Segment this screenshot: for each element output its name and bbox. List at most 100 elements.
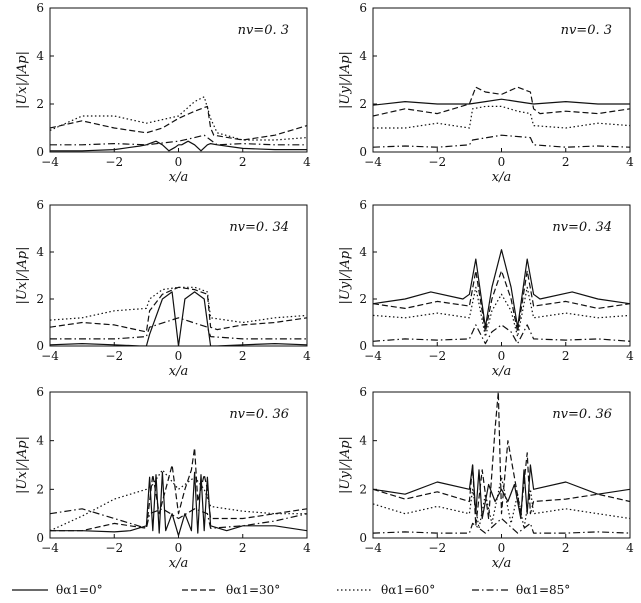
x-tick-label: −4 [364,349,382,363]
x-axis-label: x/a [492,556,511,571]
y-tick-label: 0 [36,531,44,545]
y-axis-label: |Uy|/|Ap| [338,436,353,494]
series-line-third [373,476,630,529]
x-tick-label: 2 [239,541,247,555]
series-line-fourth [373,517,630,534]
series-line-second [373,392,630,527]
series-line-fourth [50,508,307,529]
legend-label: θα1=0° [56,583,103,597]
x-tick-label: −4 [41,349,59,363]
x-tick-label: 4 [303,541,311,555]
y-tick-label: 0 [359,531,367,545]
y-tick-label: 6 [36,385,44,399]
series-line-first [373,249,630,328]
series-line-first [50,140,307,152]
x-tick-label: 4 [626,541,634,555]
y-axis-label: |Ux|/|Ap| [15,51,30,109]
nv-annotation: nv=0. 34 [552,220,612,235]
series-line-first [50,291,307,346]
y-tick-label: 4 [359,434,367,448]
series-line-third [50,286,307,324]
series-line-fourth [50,317,307,340]
y-tick-label: 6 [359,198,367,212]
panel-3: −4 −2 0 2 4 0 2 4 6 x/a |Ux|/|Ap| nv=0. 34 [15,198,311,379]
x-tick-label: −4 [364,155,382,169]
y-tick-label: 0 [359,339,367,353]
y-tick-label: 6 [359,1,367,15]
y-tick-label: 0 [36,145,44,159]
x-tick-label: 2 [562,155,570,169]
x-tick-label: −2 [105,541,123,555]
y-axis-label: |Ux|/|Ap| [15,436,30,494]
series-line-second [50,105,307,141]
x-tick-label: −2 [105,349,123,363]
x-tick-label: 4 [626,349,634,363]
series-line-second [373,86,630,117]
x-tick-label: 4 [303,349,311,363]
x-axis-label: x/a [169,556,188,571]
panel-6: −4 −2 0 2 4 0 2 4 6 x/a |Uy|/|Ap| nv=0. 36 [338,385,634,571]
y-tick-label: 2 [36,482,44,496]
y-axis-label: |Uy|/|Ap| [338,247,353,305]
x-axis-label: x/a [169,170,188,185]
series-line-third [373,286,630,338]
y-tick-label: 2 [359,97,367,111]
x-tick-label: −2 [428,541,446,555]
legend-label: θα1=85° [516,583,570,597]
y-tick-label: 2 [359,482,367,496]
x-tick-label: 0 [498,349,506,363]
y-tick-label: 4 [36,245,44,259]
x-axis-label: x/a [169,364,188,379]
series-line-second [50,286,307,333]
nv-annotation: nv=0. 34 [229,220,289,235]
legend: θα1=0° θα1=30° θα1=60° θα1=85° [12,583,570,597]
x-tick-label: −2 [428,349,446,363]
y-axis-label: |Uy|/|Ap| [338,51,353,109]
y-tick-label: 0 [36,339,44,353]
x-tick-label: −2 [428,155,446,169]
x-tick-label: 4 [626,155,634,169]
nv-annotation: nv=0. 36 [229,407,289,422]
y-tick-label: 4 [359,49,367,63]
series-line-third [50,96,307,141]
x-tick-label: −2 [105,155,123,169]
y-tick-label: 2 [36,97,44,111]
y-tick-label: 6 [359,385,367,399]
x-tick-label: −4 [41,541,59,555]
series-line-first [50,471,307,537]
x-tick-label: 0 [175,155,183,169]
series-line-fourth [373,324,630,345]
y-tick-label: 4 [36,434,44,448]
x-tick-label: 2 [562,541,570,555]
x-tick-label: 2 [239,349,247,363]
y-axis-label: |Ux|/|Ap| [15,247,30,305]
y-tick-label: 6 [36,198,44,212]
x-tick-label: −4 [41,155,59,169]
legend-label: θα1=30° [226,583,280,597]
y-tick-label: 6 [36,1,44,15]
panel-5: −4 −2 0 2 4 0 2 4 6 x/a |Ux|/|Ap| nv=0. 36 [15,385,311,571]
nv-annotation: nv=0. 3 [561,23,612,38]
panel-2: −4 −2 0 2 4 0 2 4 6 x/a |Uy|/|Ap| nv=0. 3 [338,1,634,185]
x-tick-label: 2 [562,349,570,363]
x-tick-label: 4 [303,155,311,169]
x-tick-label: −4 [364,541,382,555]
x-axis-label: x/a [492,170,511,185]
y-tick-label: 2 [359,292,367,306]
panel-4: −4 −2 0 2 4 0 2 4 6 x/a |Uy|/|Ap| nv=0. 34 [338,198,634,379]
legend-label: θα1=60° [381,583,435,597]
y-tick-label: 4 [359,245,367,259]
y-tick-label: 4 [36,49,44,63]
series-line-fourth [373,134,630,148]
series-line-second [373,270,630,333]
x-tick-label: 0 [498,541,506,555]
x-tick-label: 2 [239,155,247,169]
nv-annotation: nv=0. 36 [552,407,612,422]
nv-annotation: nv=0. 3 [238,23,289,38]
x-tick-label: 0 [175,541,183,555]
x-tick-label: 0 [498,155,506,169]
series-line-third [373,105,630,129]
series-line-fourth [50,134,307,146]
series-line-first [373,98,630,106]
